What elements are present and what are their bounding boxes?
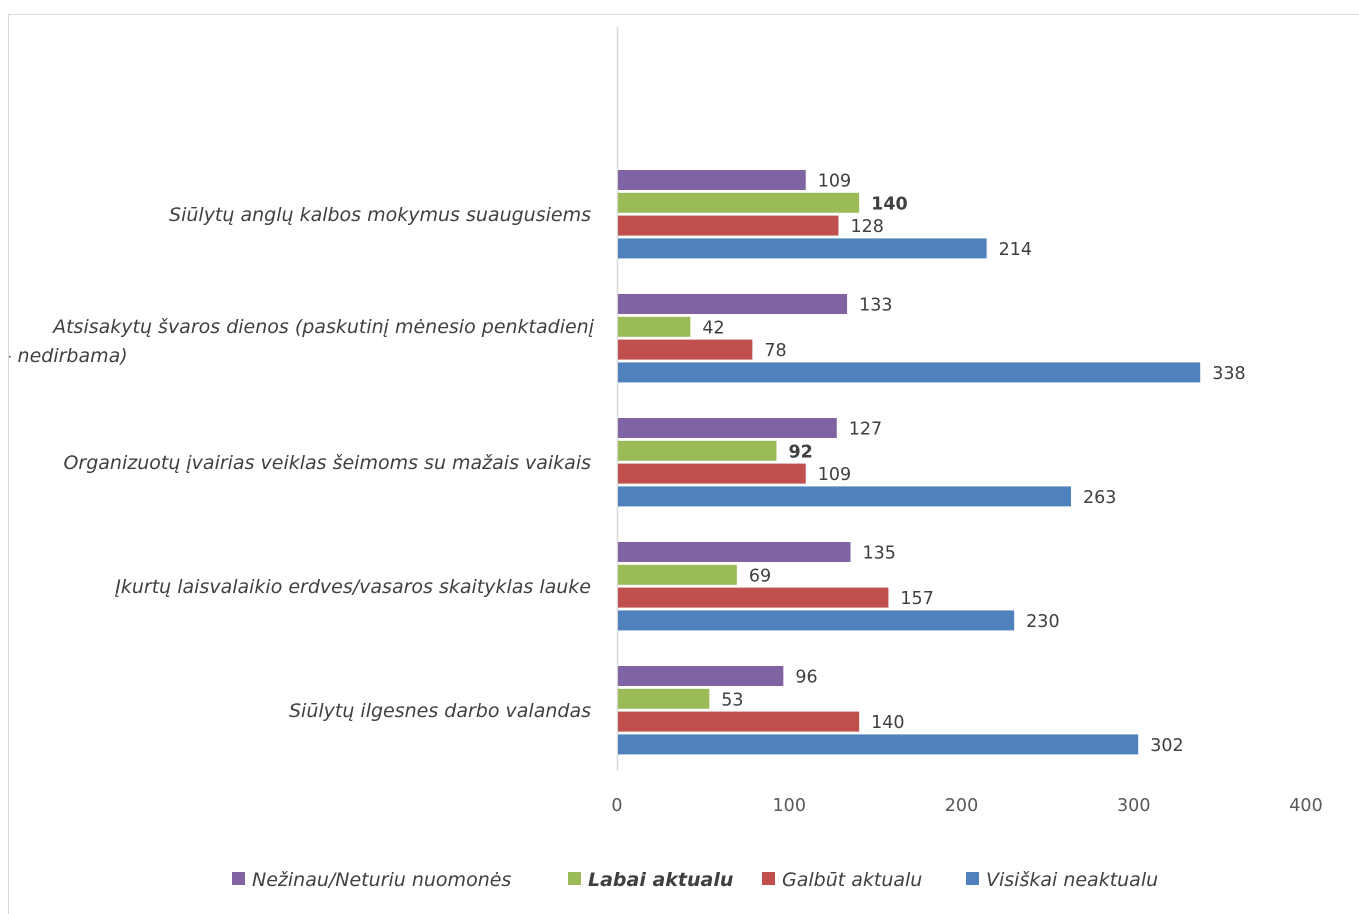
data-label: 133 [859, 296, 892, 316]
category-label: – nedirbama) [9, 345, 128, 367]
bar-1-2 [618, 294, 848, 314]
bar-2-2 [618, 316, 691, 337]
data-label: 263 [1083, 488, 1116, 508]
category-label: Atsisakytų švaros dienos (paskutinį mėne… [51, 316, 595, 338]
legend-swatch [568, 872, 581, 885]
data-label: 53 [721, 690, 743, 710]
data-label: 96 [795, 668, 817, 688]
legend-swatch [966, 872, 979, 885]
data-label: 109 [818, 172, 851, 192]
x-tick-label: 0 [611, 796, 622, 816]
bar-chart: 109 140 128 214 Siūlytų anglų kalbos mokymus… [9, 27, 1323, 891]
x-tick-label: 100 [773, 796, 806, 816]
data-label: 69 [749, 566, 771, 586]
category-label: Siūlytų anglų kalbos mokymus suaugusiems [169, 204, 591, 226]
legend: Nežinau/Neturiu nuomonės Labai aktualu Gal… [232, 869, 1158, 891]
bar-3-2 [618, 339, 753, 360]
data-label: 109 [818, 465, 851, 485]
bar-4-1 [618, 238, 987, 259]
legend-label: Galbūt aktualu [782, 869, 922, 891]
data-label: 338 [1212, 364, 1245, 384]
data-label: 140 [871, 713, 904, 733]
bar-2-4 [618, 564, 737, 585]
data-label: 78 [764, 341, 786, 361]
legend-swatch [232, 872, 245, 885]
x-tick-label: 300 [1117, 796, 1150, 816]
legend-label: Nežinau/Neturiu nuomonės [252, 869, 511, 891]
bar-2-3 [618, 440, 777, 461]
bar-2-5 [618, 688, 710, 709]
legend-label: Visiškai neaktualu [986, 869, 1158, 891]
data-label: 127 [849, 420, 882, 440]
bar-4-2 [618, 362, 1201, 383]
data-label: 302 [1150, 736, 1183, 756]
legend-swatch [762, 872, 775, 885]
bar-3-5 [618, 711, 860, 732]
plot-area: 109 140 128 214 Siūlytų anglų kalbos mokymus… [9, 27, 1323, 816]
bar-1-3 [618, 418, 837, 438]
bar-1-5 [618, 666, 784, 686]
chart-frame: 109 140 128 214 Siūlytų anglų kalbos mokymus… [8, 14, 1359, 914]
data-label: 128 [850, 217, 883, 237]
bar-3-4 [618, 587, 889, 608]
x-tick-label: 200 [945, 796, 978, 816]
x-tick-label: 400 [1289, 796, 1322, 816]
bar-4-3 [618, 486, 1072, 507]
data-label: 135 [863, 544, 896, 564]
bar-3-3 [618, 463, 806, 484]
bar-1-4 [618, 542, 851, 562]
bar-3-1 [618, 215, 839, 236]
data-label: 230 [1026, 612, 1059, 632]
category-label: Siūlytų ilgesnes darbo valandas [289, 700, 591, 722]
data-label: 214 [999, 240, 1032, 260]
bar-4-4 [618, 610, 1015, 631]
data-label: 157 [900, 589, 933, 609]
bar-2-1 [618, 192, 860, 213]
data-label: 140 [871, 194, 908, 214]
legend-label: Labai aktualu [588, 869, 733, 891]
data-label: 92 [788, 442, 812, 462]
category-label: Organizuotų įvairias veiklas šeimoms su … [63, 452, 591, 474]
category-label: Įkurtų laisvalaikio erdves/vasaros skait… [114, 576, 591, 598]
bar-4-5 [618, 734, 1139, 755]
bar-1-1 [618, 170, 806, 190]
data-label: 42 [702, 318, 724, 338]
